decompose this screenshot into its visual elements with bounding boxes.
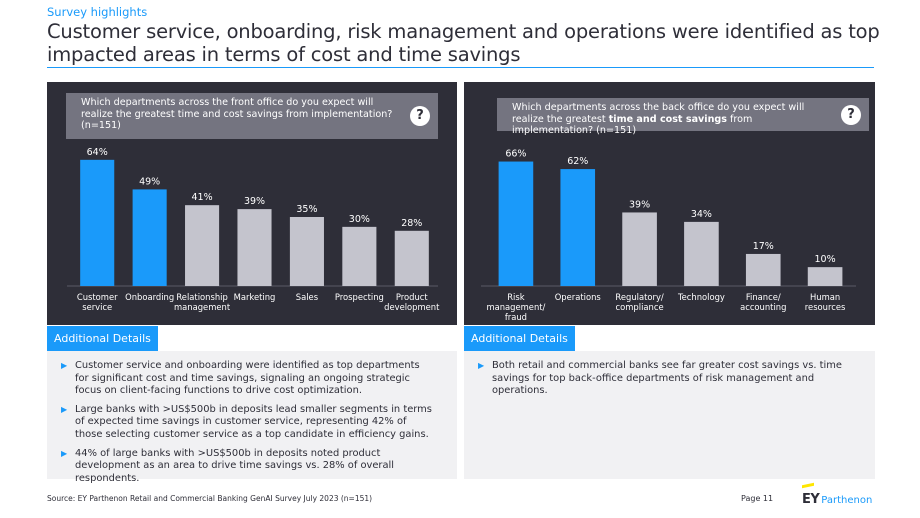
- bar: [237, 209, 272, 286]
- category-tick-label: Onboarding: [125, 292, 174, 302]
- back-office-chart-panel: 66% Risk management/fraud 62% Operations 39% R…: [464, 82, 875, 325]
- bar: [745, 253, 781, 286]
- bar: [185, 205, 220, 286]
- bar: [289, 217, 324, 286]
- front-office-chart-panel: 64% Customer service 49% Onboarding 41% Relati…: [47, 82, 457, 325]
- bar-value-label: 41%: [192, 192, 213, 203]
- title-divider: [47, 67, 874, 68]
- ey-parthenon-logo: EY Parthenon: [802, 482, 872, 507]
- additional-details-left: ▶ Customer service and onboarding were id…: [47, 351, 457, 484]
- back-office-bar-chart: 66% Risk management/fraud 62% Operations 39% R…: [481, 149, 856, 322]
- bullet-arrow-icon: ▶: [61, 404, 68, 414]
- bar-value-label: 17%: [753, 241, 774, 252]
- category-tick-label: Relationship management: [174, 292, 231, 312]
- details-bullet-list: ▶ Both retail and commercial banks see fa…: [476, 360, 851, 404]
- bar-value-label: 49%: [139, 176, 160, 187]
- category-tick-label: Regulatory/compliance: [615, 292, 663, 312]
- front-office-question: Which departments across the front offic…: [81, 97, 393, 131]
- bar: [684, 221, 719, 286]
- category-tick-label: Customer service: [77, 292, 118, 312]
- bar-value-label: 39%: [244, 196, 265, 207]
- bar-value-label: 64%: [87, 147, 108, 158]
- source-note: Source: EY Parthenon Retail and Commerci…: [47, 494, 373, 503]
- help-icon[interactable]: ?: [410, 106, 430, 126]
- category-tick-label: Finance/accounting: [740, 292, 786, 312]
- back-office-question: Which departments across the back office…: [512, 102, 805, 136]
- list-item: ▶ 44% of large banks with >US$500b in dep…: [61, 447, 395, 484]
- bar-value-label: 28%: [401, 218, 422, 229]
- bar-value-label: 35%: [296, 204, 317, 215]
- category-tick-label: Risk management/fraud: [486, 292, 545, 322]
- details-bullet-list: ▶ Customer service and onboarding were id…: [59, 360, 433, 491]
- list-item: ▶ Both retail and commercial banks see fa…: [478, 360, 842, 397]
- bar: [622, 212, 657, 286]
- additional-details-tab-right: Additional Details: [464, 326, 575, 351]
- bar: [342, 226, 377, 286]
- additional-details-tab-left: Additional Details: [47, 326, 158, 351]
- logo-beam-icon: [802, 482, 814, 489]
- bar: [498, 161, 534, 286]
- bar-value-label: 30%: [349, 214, 370, 225]
- bar-value-label: 62%: [567, 156, 588, 167]
- page-title: Customer service, onboarding, risk manag…: [47, 20, 880, 66]
- bar-value-label: 10%: [815, 254, 836, 265]
- bar-value-label: 66%: [505, 149, 526, 160]
- bullet-arrow-icon: ▶: [61, 448, 68, 458]
- front-office-bar-chart: 64% Customer service 49% Onboarding 41% Relati…: [67, 147, 440, 312]
- category-tick-label: Product development: [384, 292, 440, 312]
- list-item: ▶ Large banks with >US$500b in deposits l…: [61, 403, 432, 440]
- category-tick-label: Marketing: [234, 292, 276, 302]
- additional-details-right: ▶ Both retail and commercial banks see fa…: [464, 351, 875, 479]
- bar-value-label: 39%: [629, 199, 650, 210]
- bar: [807, 267, 843, 286]
- category-tick-label: Human resources: [805, 292, 846, 312]
- bullet-arrow-icon: ▶: [61, 361, 68, 370]
- bar: [394, 230, 429, 286]
- category-tick-label: Sales: [296, 292, 318, 302]
- category-tick-label: Operations: [555, 292, 601, 302]
- bar: [80, 159, 115, 286]
- category-tick-label: Prospecting: [335, 292, 384, 302]
- bar: [132, 189, 167, 286]
- help-icon[interactable]: ?: [841, 104, 861, 125]
- bullet-arrow-icon: ▶: [478, 361, 485, 370]
- list-item: ▶ Customer service and onboarding were id…: [61, 360, 420, 397]
- bar: [560, 169, 596, 286]
- survey-eyebrow: Survey highlights: [47, 5, 148, 19]
- back-office-question-box: Which departments across the back office…: [497, 98, 869, 136]
- bar-value-label: 34%: [691, 209, 712, 220]
- page-number: Page 11: [741, 494, 774, 503]
- front-office-question-box: Which departments across the front offic…: [66, 93, 438, 139]
- category-tick-label: Technology: [677, 292, 725, 302]
